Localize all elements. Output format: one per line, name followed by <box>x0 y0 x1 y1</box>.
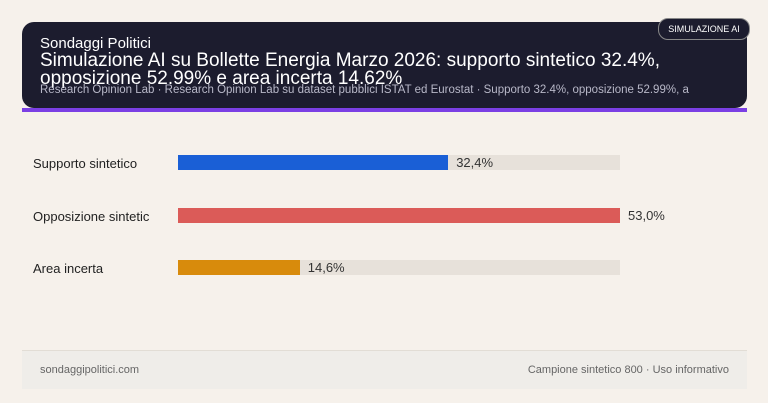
simulation-badge: SIMULAZIONE AI <box>658 18 750 40</box>
value-label: 14,6% <box>307 260 345 275</box>
bar-row: Opposizione sintetic 53,0% <box>0 207 768 228</box>
subtitle: Research Opinion Lab · Research Opinion … <box>40 84 689 96</box>
bar-row: Supporto sintetico 32,4% <box>0 155 768 175</box>
footer: sondaggipolitici.com Campione sintetico … <box>22 350 747 389</box>
header: Sondaggi Politici Simulazione AI su Boll… <box>22 22 747 108</box>
category-label: Supporto sintetico <box>33 156 138 171</box>
bar <box>178 260 300 275</box>
category-label: Opposizione sintetic <box>33 208 150 224</box>
footer-note: Campione sintetico 800 · Uso informativo <box>527 364 729 376</box>
bar-track <box>178 155 620 170</box>
accent-bar <box>22 108 747 112</box>
bar-track <box>178 260 620 275</box>
bar <box>178 155 449 170</box>
bar <box>178 207 620 223</box>
bar-track <box>178 207 620 223</box>
value-label: 53,0% <box>628 207 665 223</box>
brand: Sondaggi Politici <box>40 35 151 52</box>
footer-site: sondaggipolitici.com <box>40 364 140 376</box>
bar-row: Area incerta 14,6% <box>0 260 768 280</box>
category-label: Area incerta <box>33 261 104 276</box>
page-title: Simulazione AI su Bollette Energia Marzo… <box>40 50 660 89</box>
value-label: 32,4% <box>456 155 494 170</box>
